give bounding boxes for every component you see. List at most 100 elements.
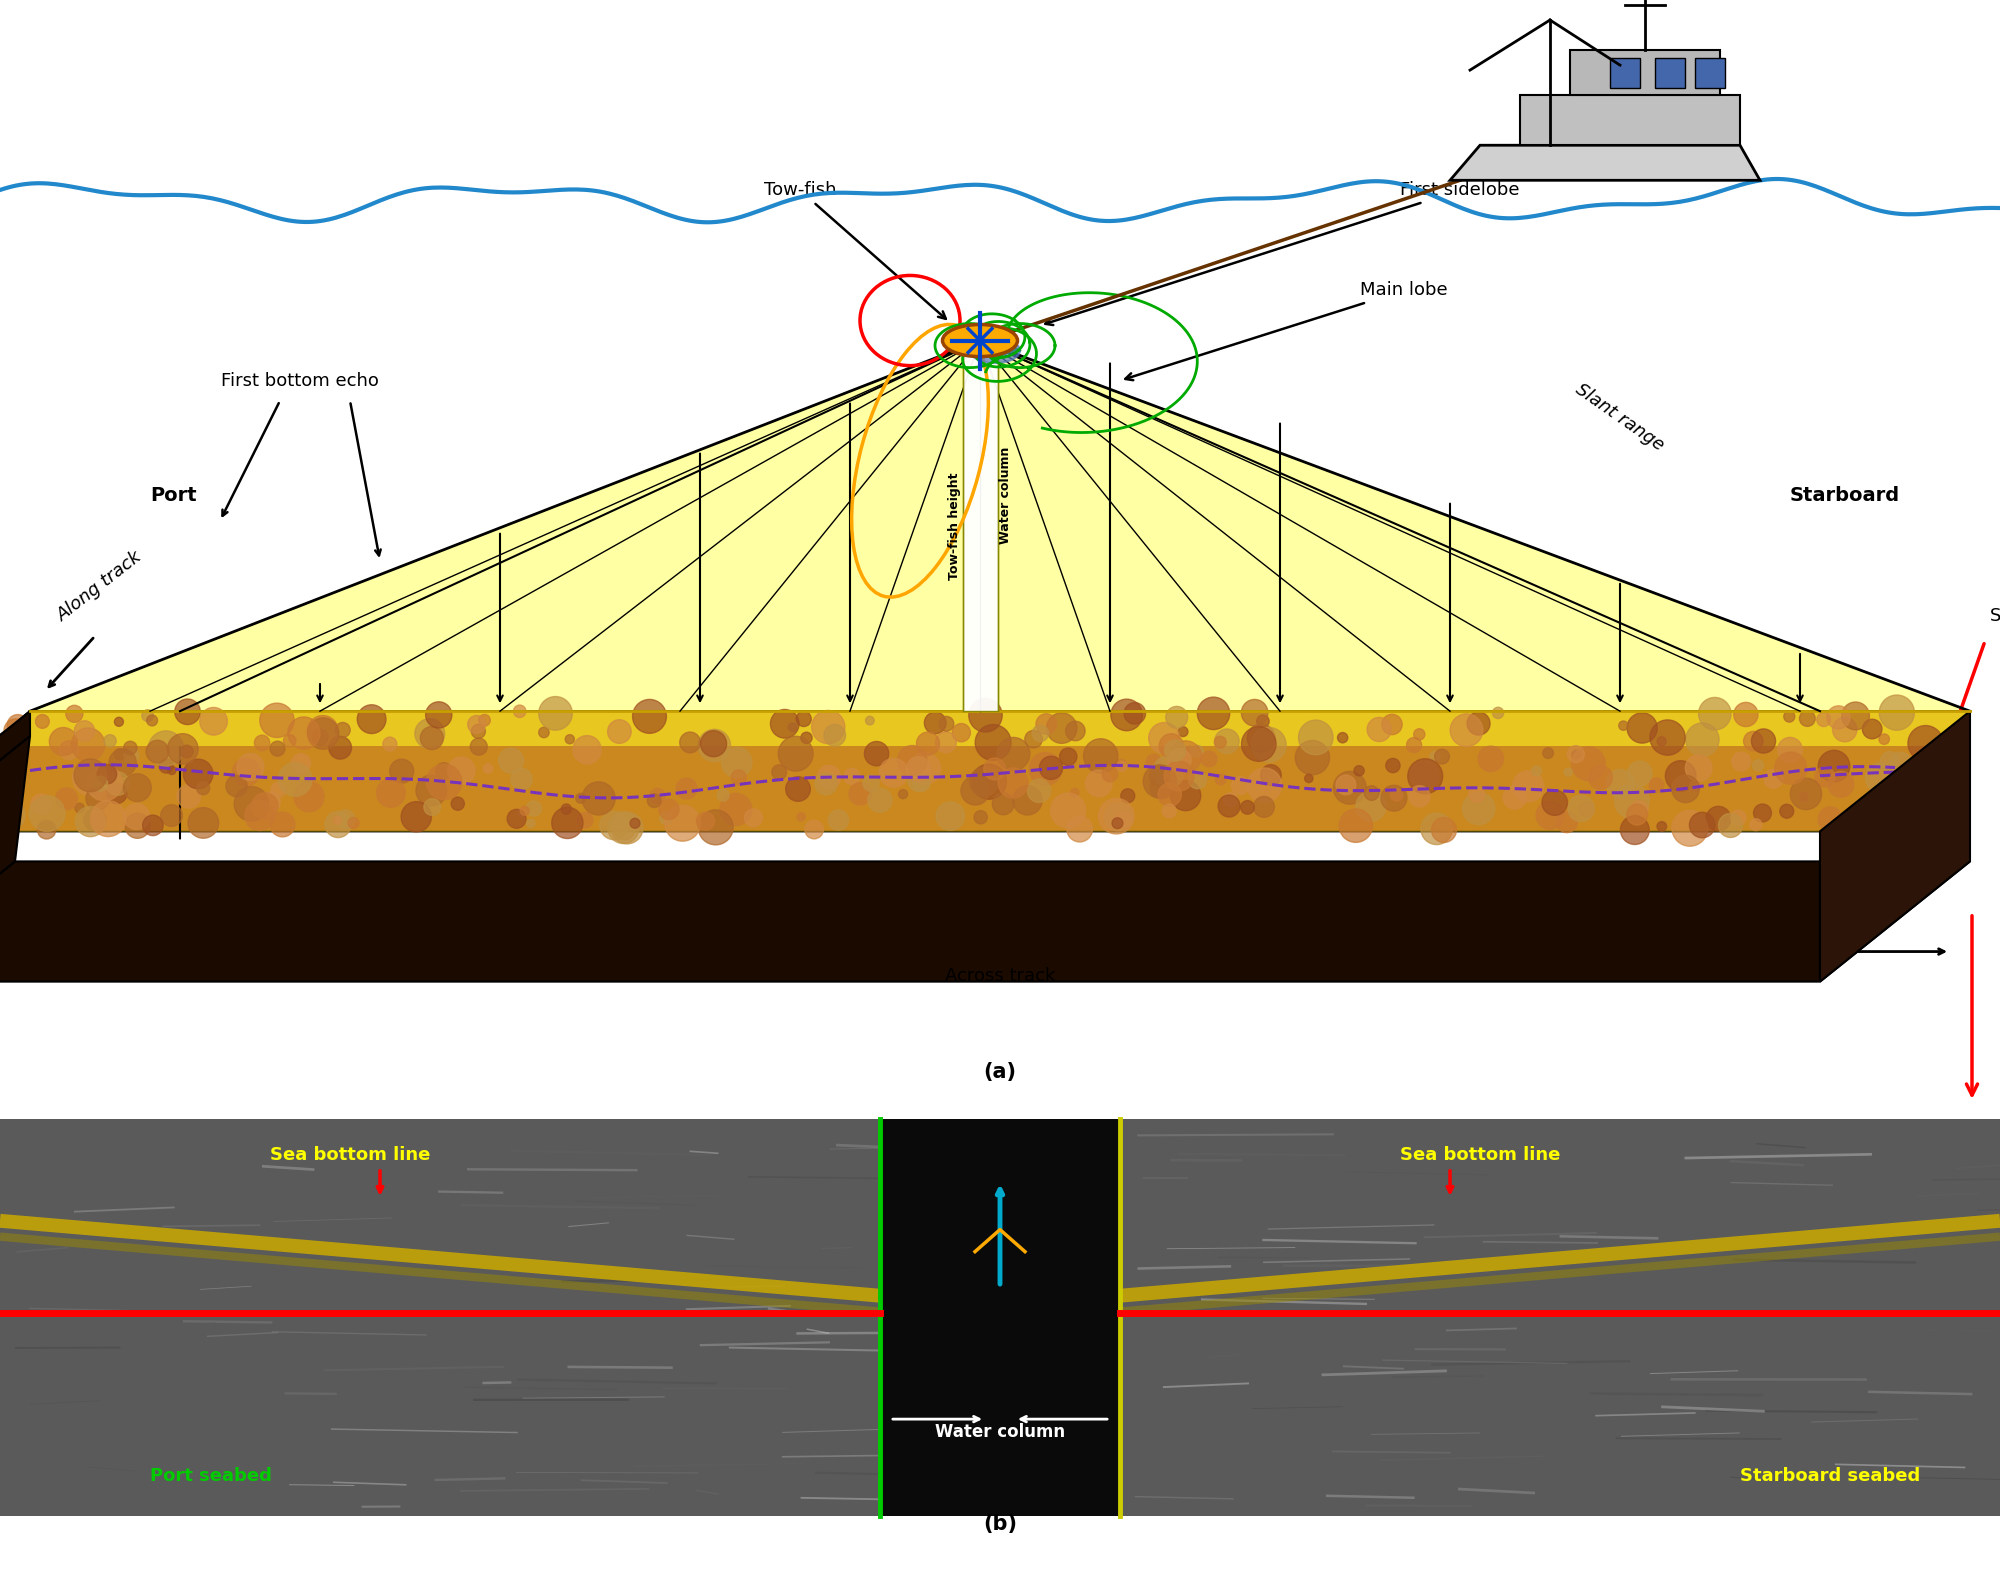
Circle shape: [1698, 697, 1732, 730]
Circle shape: [1012, 785, 1042, 815]
Circle shape: [1150, 767, 1170, 785]
Circle shape: [1532, 767, 1542, 776]
Circle shape: [468, 716, 486, 733]
Circle shape: [452, 796, 464, 811]
Circle shape: [582, 782, 616, 815]
Circle shape: [1218, 795, 1240, 817]
Circle shape: [1732, 752, 1750, 771]
Circle shape: [90, 801, 126, 837]
Circle shape: [1390, 789, 1402, 801]
Circle shape: [1880, 751, 1898, 770]
Text: (b): (b): [984, 1514, 1018, 1533]
Circle shape: [348, 817, 360, 828]
Polygon shape: [1120, 1119, 2000, 1516]
Circle shape: [1198, 697, 1230, 730]
Circle shape: [1296, 740, 1330, 774]
Circle shape: [1614, 784, 1650, 818]
Circle shape: [38, 820, 56, 839]
Circle shape: [168, 767, 176, 774]
Circle shape: [1754, 804, 1772, 822]
Circle shape: [1718, 814, 1742, 837]
Circle shape: [520, 806, 530, 815]
Circle shape: [0, 752, 6, 771]
Circle shape: [1060, 748, 1076, 765]
Circle shape: [1256, 715, 1270, 727]
Circle shape: [814, 773, 838, 795]
Circle shape: [1410, 760, 1438, 789]
Circle shape: [142, 710, 154, 721]
Circle shape: [1334, 771, 1366, 804]
Circle shape: [508, 809, 526, 828]
Circle shape: [76, 806, 106, 837]
Circle shape: [898, 746, 926, 774]
Circle shape: [1578, 801, 1594, 817]
Circle shape: [74, 721, 94, 741]
Circle shape: [236, 754, 264, 781]
Circle shape: [916, 732, 940, 756]
Circle shape: [1066, 817, 1092, 842]
Circle shape: [436, 763, 452, 779]
Circle shape: [1734, 702, 1758, 727]
Circle shape: [600, 811, 628, 839]
Circle shape: [0, 779, 4, 796]
Circle shape: [1336, 774, 1356, 795]
Circle shape: [1878, 733, 1890, 745]
Circle shape: [1690, 781, 1700, 792]
Circle shape: [770, 710, 800, 738]
Circle shape: [1084, 738, 1118, 773]
Circle shape: [472, 724, 486, 738]
Circle shape: [254, 735, 270, 751]
Circle shape: [98, 765, 116, 784]
Circle shape: [1656, 822, 1666, 831]
Circle shape: [718, 789, 730, 801]
Circle shape: [698, 729, 730, 762]
Circle shape: [188, 807, 218, 839]
Circle shape: [798, 812, 806, 822]
Text: First bottom echo: First bottom echo: [222, 371, 378, 390]
Circle shape: [1030, 752, 1062, 785]
Circle shape: [114, 749, 126, 760]
Circle shape: [1706, 806, 1730, 831]
Circle shape: [1666, 760, 1696, 792]
Circle shape: [996, 737, 1030, 771]
Circle shape: [1364, 785, 1378, 800]
Ellipse shape: [942, 324, 1018, 357]
Circle shape: [786, 776, 810, 801]
Text: Water column: Water column: [934, 1423, 1066, 1442]
Circle shape: [788, 722, 798, 732]
Circle shape: [538, 697, 572, 730]
Circle shape: [448, 757, 476, 784]
Circle shape: [1630, 801, 1648, 818]
Circle shape: [1214, 737, 1226, 748]
Circle shape: [744, 809, 762, 826]
Text: Water column: Water column: [1000, 447, 1012, 545]
Circle shape: [1620, 815, 1650, 845]
Circle shape: [1162, 804, 1176, 818]
Circle shape: [1568, 746, 1584, 763]
Circle shape: [538, 727, 550, 738]
Circle shape: [284, 735, 296, 748]
Circle shape: [660, 812, 672, 825]
Text: Strip: Strip: [1990, 608, 2000, 625]
Circle shape: [864, 741, 888, 767]
Circle shape: [1116, 759, 1126, 770]
Circle shape: [1114, 812, 1132, 829]
Circle shape: [510, 768, 532, 790]
Polygon shape: [0, 711, 1970, 831]
Circle shape: [608, 812, 640, 844]
Circle shape: [960, 776, 990, 804]
Circle shape: [498, 748, 524, 773]
Circle shape: [1842, 702, 1870, 730]
Circle shape: [648, 793, 662, 807]
Circle shape: [1164, 740, 1186, 762]
Circle shape: [772, 765, 786, 779]
Circle shape: [1338, 732, 1348, 743]
Circle shape: [1024, 730, 1042, 748]
Circle shape: [176, 784, 200, 807]
Circle shape: [1104, 803, 1132, 831]
Circle shape: [376, 779, 406, 807]
Circle shape: [146, 715, 158, 726]
Circle shape: [1890, 752, 1910, 773]
Circle shape: [1192, 746, 1204, 757]
Circle shape: [1826, 705, 1850, 729]
